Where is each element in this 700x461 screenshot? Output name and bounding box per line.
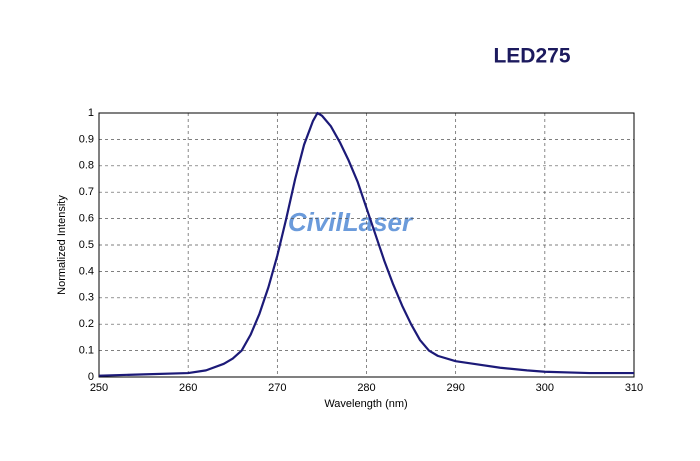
x-tick-label: 310 [625,382,643,394]
chart-title: LED275 [493,45,570,68]
y-tick-label: 0.8 [79,160,94,172]
x-tick-label: 290 [446,382,464,394]
x-tick-label: 280 [357,382,375,394]
x-tick-label: 260 [179,382,197,394]
y-tick-label: 0.4 [79,265,94,277]
x-tick-label: 270 [268,382,286,394]
y-tick-label: 0.6 [79,213,94,225]
y-tick-label: 0.2 [79,318,94,330]
y-tick-label: 0.1 [79,345,94,357]
y-axis-label: Normalized Intensity [56,195,68,295]
y-tick-label: 1 [88,107,94,119]
x-axis-label: Wavelength (nm) [324,398,407,410]
data-line [98,111,634,377]
y-tick-label: 0.9 [79,133,94,145]
plot-frame [98,112,635,378]
y-tick-label: 0 [88,371,94,383]
y-tick-label: 0.7 [79,186,94,198]
x-tick-label: 300 [536,382,554,394]
x-tick-label: 250 [90,382,108,394]
watermark: CivilLaser [288,207,414,237]
y-tick-label: 0.3 [79,292,94,304]
y-tick-label: 0.5 [79,239,94,251]
